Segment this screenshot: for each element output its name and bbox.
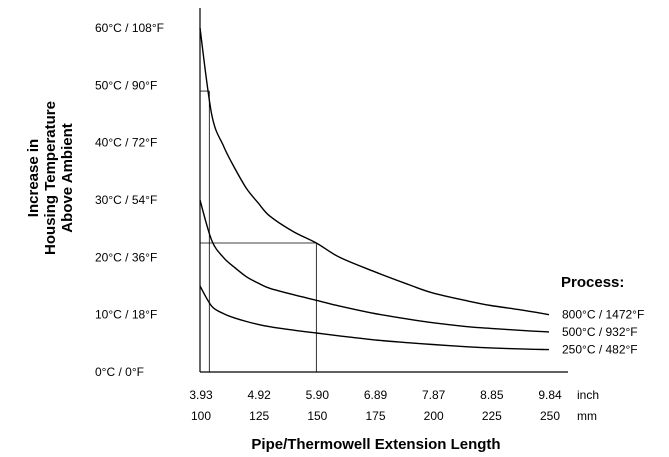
x-tick-label-inch: 8.85: [480, 388, 504, 402]
reference-lines: [199, 28, 317, 372]
y-axis-title-line: Above Ambient: [59, 123, 76, 232]
y-axis-title: Increase inHousing TemperatureAbove Ambi…: [25, 101, 76, 255]
x-tick-label-inch: 6.89: [364, 388, 388, 402]
x-tick-label-inch: 9.84: [538, 388, 562, 402]
series-line: [199, 199, 550, 333]
x-tick-label-inch: 3.93: [189, 388, 213, 402]
legend-title: Process:: [561, 274, 624, 291]
x-tick-label-mm: 150: [307, 409, 327, 423]
x-tick-label-mm: 250: [540, 409, 560, 423]
series-label: 800°C / 1472°F: [562, 308, 644, 322]
x-unit-mm: mm: [577, 409, 597, 423]
x-tick-label-mm: 175: [365, 409, 385, 423]
axes: [199, 8, 568, 373]
series-label: 500°C / 932°F: [562, 325, 638, 339]
y-tick-label: 20°C / 36°F: [95, 250, 157, 264]
x-tick-label-inch: 5.90: [306, 388, 330, 402]
y-tick-label: 0°C / 0°F: [95, 365, 144, 379]
x-tick-label-inch: 7.87: [422, 388, 446, 402]
x-tick-label-mm: 225: [482, 409, 502, 423]
series-line: [199, 285, 550, 351]
y-tick-labels: 0°C / 0°F 10°C / 18°F 20°C / 36°F 30°C / 54…: [95, 21, 164, 379]
y-tick-label: 40°C / 72°F: [95, 136, 157, 150]
x-unit-inch: inch: [577, 388, 599, 402]
x-tick-labels: 3.93 100 4.92 125 5.90 150 6.89 175 7.87 200 8.85 2…: [189, 388, 562, 423]
series-label: 250°C / 482°F: [562, 343, 638, 357]
x-tick-label-mm: 200: [424, 409, 444, 423]
y-tick-label: 60°C / 108°F: [95, 21, 164, 35]
y-tick-label: 50°C / 90°F: [95, 78, 157, 92]
x-tick-label-inch: 4.92: [247, 388, 271, 402]
y-axis-title-line: Increase in: [25, 139, 42, 217]
y-tick-label: 10°C / 18°F: [95, 308, 157, 322]
x-tick-label-mm: 100: [191, 409, 211, 423]
series-labels: 800°C / 1472°F 500°C / 932°F 250°C / 482°F: [562, 308, 644, 357]
y-axis-title-line: Housing Temperature: [42, 101, 59, 255]
x-axis-title: Pipe/Thermowell Extension Length: [251, 436, 500, 453]
y-tick-label: 30°C / 54°F: [95, 193, 157, 207]
series-lines: [199, 27, 550, 351]
series-line: [199, 27, 550, 316]
x-tick-label-mm: 125: [249, 409, 269, 423]
